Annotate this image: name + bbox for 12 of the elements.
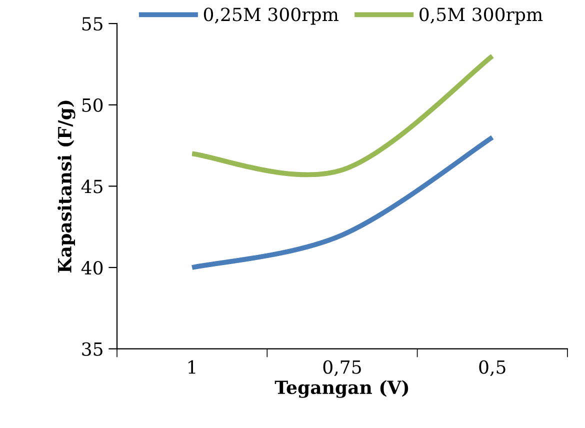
x-tick-label: 1 <box>188 360 196 374</box>
legend-label: 0,25M 300rpm <box>204 8 338 25</box>
y-tick-label: 35 <box>82 342 102 356</box>
y-tick-label: 40 <box>81 260 103 275</box>
y-axis-title: Kapasitansi (F/g) <box>58 100 76 273</box>
x-tick-label: 0,75 <box>323 360 361 376</box>
x-axis-title: Tegangan (V) <box>274 380 408 398</box>
y-tick-label: 45 <box>81 180 102 194</box>
y-tick-label: 55 <box>82 17 102 31</box>
y-tick-label: 50 <box>82 98 103 112</box>
x-tick-label: 0,5 <box>479 360 506 376</box>
legend-label: 0,5M 300rpm <box>420 8 543 25</box>
